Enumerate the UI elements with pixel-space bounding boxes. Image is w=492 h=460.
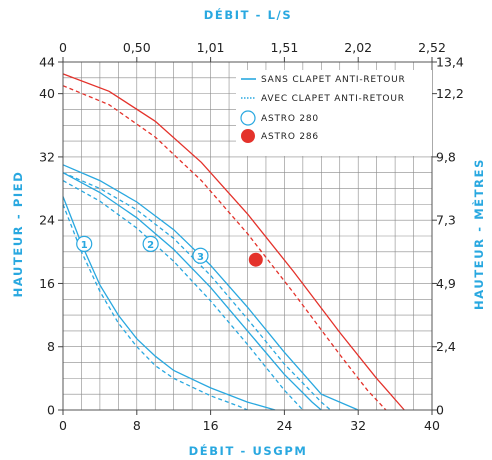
y-right-tick-label: 13,4 <box>436 55 464 70</box>
legend-label: ASTRO 286 <box>261 132 319 142</box>
speed-label-circle <box>192 247 209 264</box>
y-right-tick-label: 9,8 <box>436 149 456 164</box>
y-right-tick-label: 7,3 <box>436 213 456 228</box>
legend-filled-circle-icon <box>241 129 255 143</box>
astro-286-with-check-valve-curve <box>62 85 387 411</box>
y-left-tick-label: 32 <box>39 149 55 164</box>
y-left-tick-label: 0 <box>47 403 55 418</box>
astro-280-speed-3-with-check-valve-curve <box>62 172 331 411</box>
x-top-tick-label: 1,01 <box>197 40 225 55</box>
x-top-tick-label: 0,50 <box>123 40 151 55</box>
x-bottom-tick-label: 24 <box>276 418 292 433</box>
speed-label-3: 3 <box>197 252 204 263</box>
legend-label: SANS CLAPET ANTI-RETOUR <box>261 75 406 85</box>
right-y-axis-title: HAUTEUR - MÈTRES <box>471 158 486 310</box>
plot-border <box>62 61 433 411</box>
legend-label: AVEC CLAPET ANTI-RETOUR <box>261 94 405 104</box>
y-left-tick-label: 40 <box>39 86 55 101</box>
x-bottom-tick-label: 8 <box>133 418 141 433</box>
x-bottom-tick-label: 16 <box>203 418 219 433</box>
legend-open-circle-icon <box>240 110 256 126</box>
x-bottom-tick-label: 40 <box>424 418 440 433</box>
tick-labels: 0 8 16 24 32 400 0,50 1,01 1,51 2,02 2,52081624324… <box>39 40 464 433</box>
y-left-tick-label: 24 <box>39 213 55 228</box>
y-right-tick-label: 2,4 <box>436 339 456 354</box>
astro-280-speed-3-without-check-valve-curve <box>62 164 359 411</box>
astro-280-speed-2-without-check-valve-curve <box>62 172 322 411</box>
astro-280-speed-1-with-check-valve-curve <box>62 204 248 411</box>
bottom-x-axis-title: DÉBIT - USGPM <box>189 443 308 458</box>
astro-280-speed-2-with-check-valve-curve <box>62 180 304 411</box>
speed-label-circle <box>142 235 159 253</box>
performance-curves <box>62 73 405 411</box>
plot-frame <box>62 61 433 411</box>
x-bottom-tick-label: 0 <box>59 418 67 433</box>
speed-label-1: 1 <box>81 240 88 251</box>
x-top-tick-label: 2,02 <box>344 40 372 55</box>
markers: 1 2 3 <box>76 235 263 267</box>
astro-280-speed-1-without-check-valve-curve <box>62 196 276 411</box>
speed-label-circle <box>76 235 93 253</box>
legend-label: ASTRO 280 <box>261 114 319 124</box>
speed-label-2: 2 <box>147 240 154 251</box>
astro-286-operating-point <box>248 252 263 267</box>
y-left-tick-label: 16 <box>39 276 55 291</box>
y-right-tick-label: 12,2 <box>436 86 464 101</box>
x-top-tick-label: 1,51 <box>270 40 298 55</box>
legend: SANS CLAPET ANTI-RETOUR AVEC CLAPET ANTI-… <box>236 70 432 156</box>
y-right-tick-label: 0 <box>436 403 444 418</box>
y-right-tick-label: 4,9 <box>436 276 456 291</box>
y-left-tick-label: 8 <box>47 339 55 354</box>
x-top-tick-label: 0 <box>59 40 67 55</box>
x-bottom-tick-label: 32 <box>350 418 366 433</box>
legend-background <box>236 70 432 156</box>
left-y-axis-title: HAUTEUR - PIED <box>11 171 25 298</box>
y-left-tick-label: 44 <box>39 55 55 70</box>
top-x-axis-title: DÉBIT - L/S <box>204 7 292 22</box>
astro-286-without-check-valve-curve <box>62 73 405 411</box>
x-top-tick-label: 2,52 <box>418 40 446 55</box>
